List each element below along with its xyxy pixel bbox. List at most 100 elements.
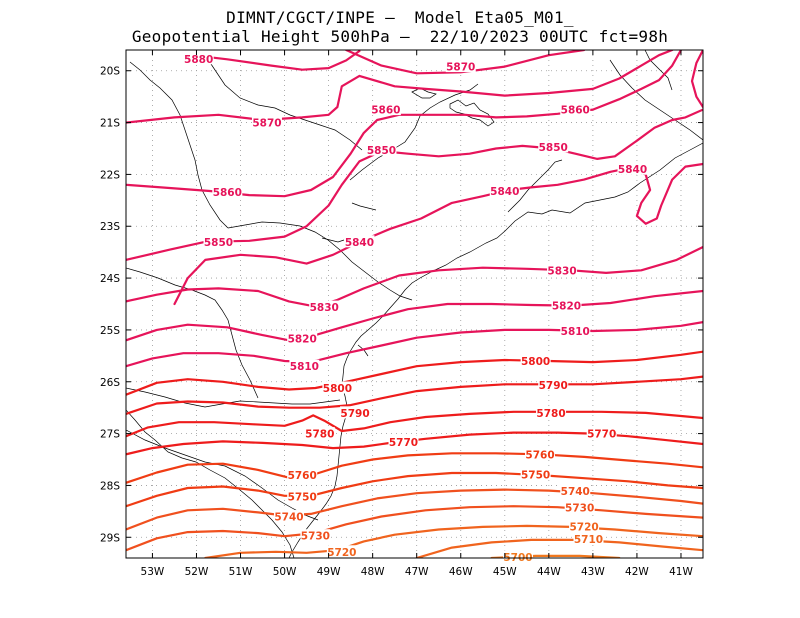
contour-5760 bbox=[126, 452, 703, 484]
x-tick-label: 49W bbox=[317, 566, 341, 578]
contour-5840 bbox=[173, 162, 703, 306]
contour-label: 5850 bbox=[539, 142, 568, 154]
contour-5800 bbox=[126, 350, 703, 396]
contour-label: 5810 bbox=[561, 326, 590, 338]
x-tick-label: 45W bbox=[493, 566, 517, 578]
contour-label-bg bbox=[520, 354, 551, 367]
state-border-sp-pr bbox=[227, 221, 413, 301]
contour-label-bg bbox=[489, 184, 520, 197]
contour-label: 5800 bbox=[323, 383, 352, 395]
contour-label: 5790 bbox=[539, 380, 568, 392]
contour-label-bg bbox=[617, 162, 648, 175]
contour-label-bg bbox=[525, 447, 556, 460]
contour-label-bg bbox=[520, 468, 551, 481]
y-tick-label: 21S bbox=[100, 118, 120, 130]
x-tick-label: 44W bbox=[537, 566, 561, 578]
contour-label: 5840 bbox=[345, 237, 374, 249]
contour-label: 5770 bbox=[587, 429, 616, 441]
contour-5850 bbox=[126, 108, 703, 261]
contour-label-bg bbox=[586, 427, 617, 440]
contour-5750 bbox=[126, 471, 703, 508]
contour-label-bg bbox=[560, 484, 591, 497]
contour-label: 5710 bbox=[574, 534, 603, 546]
y-tick-label: 27S bbox=[100, 429, 120, 441]
y-tick-label: 22S bbox=[100, 169, 120, 181]
x-tick-label: 46W bbox=[449, 566, 473, 578]
contour-label: 5730 bbox=[565, 503, 594, 515]
contour-label-bg bbox=[538, 378, 569, 391]
contour-label-bg bbox=[203, 235, 234, 248]
x-tick-label: 48W bbox=[361, 566, 385, 578]
contour-5740 bbox=[126, 488, 703, 531]
contour-5720 bbox=[204, 524, 703, 558]
contour-5830 bbox=[126, 245, 703, 308]
title-line-2: Geopotential Height 500hPa – 22/10/2023 … bbox=[131, 27, 669, 46]
contour-5710 bbox=[415, 538, 703, 558]
contour-label: 5840 bbox=[490, 186, 519, 198]
x-tick-label: 53W bbox=[141, 566, 165, 578]
title-line-1: DIMNT/CGCT/INPE – Model Eta05_M01_ bbox=[226, 8, 574, 27]
contour-label-bg bbox=[340, 406, 371, 419]
y-tick-label: 28S bbox=[100, 480, 120, 492]
contour-label: 5720 bbox=[327, 547, 356, 559]
contour-label-bg bbox=[287, 468, 318, 481]
contour-label-bg bbox=[183, 52, 214, 65]
contour-label: 5750 bbox=[521, 470, 550, 482]
border-argentina bbox=[126, 409, 295, 558]
contour-label-bg bbox=[370, 103, 401, 116]
contour-label-bg bbox=[287, 332, 318, 345]
contour-5810 bbox=[126, 321, 703, 368]
contour-label: 5860 bbox=[561, 105, 590, 117]
contour-label: 5870 bbox=[252, 118, 281, 130]
x-tick-label: 43W bbox=[581, 566, 605, 578]
contour-label: 5760 bbox=[525, 449, 554, 461]
y-tick-label: 25S bbox=[100, 325, 120, 337]
border-paraguay bbox=[126, 267, 259, 399]
contour-label: 5780 bbox=[536, 408, 565, 420]
contour-label-bg bbox=[322, 381, 353, 394]
river-1 bbox=[351, 202, 377, 211]
contour-label: 5780 bbox=[305, 429, 334, 441]
state-border-sp-rj bbox=[507, 159, 563, 213]
x-tick-label: 41W bbox=[669, 566, 693, 578]
contour-label: 5850 bbox=[204, 237, 233, 249]
contour-5870 bbox=[345, 50, 586, 75]
contour-label-bg bbox=[366, 143, 397, 156]
contour-5730 bbox=[126, 505, 703, 552]
contour-label-bg bbox=[564, 501, 595, 514]
contour-label-bg bbox=[560, 324, 591, 337]
contour-label-bg bbox=[573, 532, 604, 545]
y-tick-label: 26S bbox=[100, 377, 120, 389]
contour-label-bg bbox=[212, 185, 243, 198]
contour-label: 5880 bbox=[184, 54, 213, 66]
contour-5790 bbox=[126, 375, 703, 415]
contour-label: 5830 bbox=[310, 302, 339, 314]
contour-label-bg bbox=[304, 427, 335, 440]
contour-label-bg bbox=[300, 529, 331, 542]
contour-label-bg bbox=[551, 299, 582, 312]
contour-label-bg bbox=[569, 519, 600, 532]
state-border-pr-sc bbox=[126, 387, 341, 408]
contour-label: 5870 bbox=[446, 62, 475, 74]
contour-label-bg bbox=[287, 489, 318, 502]
contour-label: 5790 bbox=[340, 408, 369, 420]
contour-labels: 5880 5870 5870 5860 5860 5850 5850 5840 5840 5860… bbox=[183, 52, 648, 564]
contour-label: 5770 bbox=[389, 437, 418, 449]
state-border-mg-sp bbox=[349, 83, 479, 181]
contour-label: 5720 bbox=[569, 521, 598, 533]
contour-5860 bbox=[126, 50, 683, 198]
contour-5880 bbox=[191, 50, 361, 71]
contour-label: 5860 bbox=[213, 187, 242, 199]
contour-label-bg bbox=[289, 359, 320, 372]
contour-label: 5840 bbox=[618, 164, 647, 176]
coastline-and-borders bbox=[126, 50, 703, 558]
contour-label: 5740 bbox=[561, 486, 590, 498]
contour-label-bg bbox=[536, 406, 567, 419]
contour-5820 bbox=[126, 289, 703, 342]
border-es bbox=[644, 50, 673, 91]
contour-label-bg bbox=[309, 300, 340, 313]
contour-5870 bbox=[690, 50, 703, 109]
x-tick-label: 50W bbox=[273, 566, 297, 578]
y-tick-label: 20S bbox=[100, 66, 120, 78]
